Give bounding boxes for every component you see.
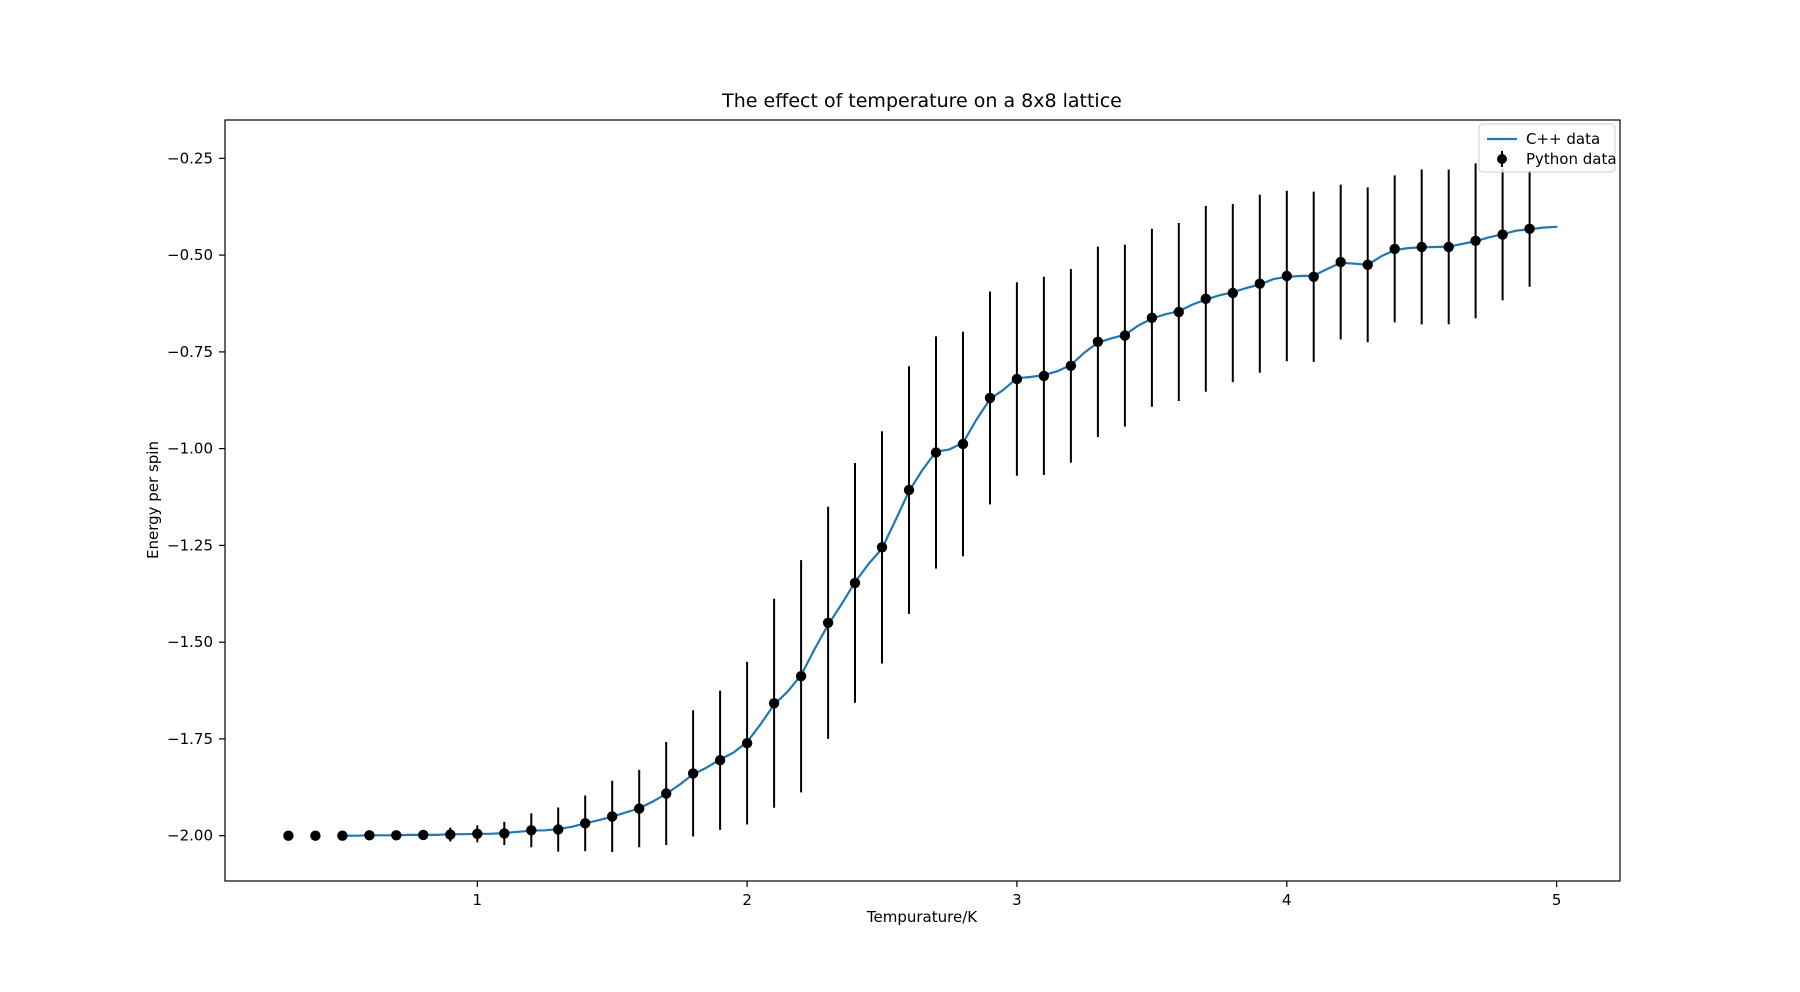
x-tick-label: 1 (473, 891, 483, 909)
x-tick-label: 4 (1282, 891, 1292, 909)
data-point-dot (1119, 330, 1131, 341)
x-tick-label: 3 (1012, 891, 1022, 909)
data-point-dot (984, 392, 996, 404)
legend-label-python: Python data (1526, 150, 1617, 168)
data-point-dot (1200, 293, 1212, 304)
data-point-dot (1038, 370, 1050, 382)
legend-box (1478, 123, 1616, 173)
data-point-dot (283, 830, 294, 841)
data-point-dot (714, 755, 726, 766)
y-tick-label: −0.50 (167, 246, 213, 264)
data-point-dot (1173, 306, 1185, 318)
data-point-dot (957, 438, 969, 450)
y-tick-label: −1.25 (167, 536, 213, 554)
data-point-dot (418, 829, 429, 841)
data-point-dot (903, 484, 915, 496)
cpp-line-layer (341, 225, 1558, 837)
legend: C++ data Python data (1478, 123, 1617, 173)
data-point-dot (741, 738, 753, 749)
data-point-dot (1416, 241, 1427, 253)
data-point-dot (607, 811, 618, 822)
data-point-dot (1497, 229, 1508, 240)
legend-label-cpp: C++ data (1526, 130, 1600, 148)
data-point-dot (526, 825, 537, 836)
python-dots-layer (283, 223, 1535, 841)
x-axis-label: Tempurature/K (866, 908, 978, 926)
data-point-dot (1092, 336, 1104, 347)
data-point-dot (768, 698, 780, 709)
y-tick-label: −0.75 (167, 343, 213, 361)
y-tick-label: −1.00 (167, 440, 213, 458)
data-point-dot (1281, 270, 1293, 282)
data-point-dot (849, 577, 861, 589)
data-point-dot (472, 828, 483, 839)
data-point-dot (499, 828, 510, 839)
data-point-dot (1389, 243, 1400, 255)
data-point-dot (553, 824, 564, 835)
data-point-dot (822, 617, 834, 628)
x-tick-label: 2 (742, 891, 752, 909)
axes-spines (224, 119, 1621, 882)
data-point-dot (634, 803, 645, 814)
data-point-dot (580, 818, 591, 829)
data-point-dot (1443, 241, 1454, 253)
data-point-dot (1308, 271, 1319, 282)
y-tick-label: −1.50 (167, 633, 213, 651)
data-point-dot (364, 830, 375, 841)
data-point-dot (1227, 287, 1239, 299)
x-tick-label: 5 (1552, 891, 1562, 909)
data-point-dot (1065, 360, 1077, 371)
y-tick-label: −2.00 (167, 827, 213, 845)
cpp-data-line (341, 225, 1558, 837)
data-point-dot (1254, 278, 1266, 289)
data-point-dot (1470, 235, 1481, 246)
chart-title: The effect of temperature on a 8x8 latti… (721, 90, 1122, 112)
data-point-dot (445, 829, 456, 840)
data-point-dot (795, 671, 807, 682)
y-axis-label: Energy per spin (144, 441, 162, 559)
data-point-dot (337, 830, 348, 841)
data-point-dot (310, 830, 321, 841)
data-point-dot (1146, 312, 1158, 323)
data-point-dot (930, 447, 942, 458)
data-point-dot (391, 830, 402, 841)
y-tick-label: −1.75 (167, 730, 213, 748)
y-tick-label: −0.25 (167, 149, 213, 167)
errorbars-layer (287, 163, 1531, 852)
data-point-dot (1335, 256, 1346, 268)
data-point-dot (1362, 259, 1373, 270)
legend-dot-sample-icon (1497, 154, 1507, 164)
data-point-dot (876, 542, 888, 553)
data-point-dot (661, 788, 672, 799)
data-point-dot (687, 768, 699, 779)
data-point-dot (1524, 223, 1535, 234)
data-point-dot (1011, 373, 1023, 385)
ticks-layer: 1 2 3 4 5 −0.25 −0.50 −0.75 −1.00 −1.25 −1.50 −1.75… (167, 149, 1561, 909)
